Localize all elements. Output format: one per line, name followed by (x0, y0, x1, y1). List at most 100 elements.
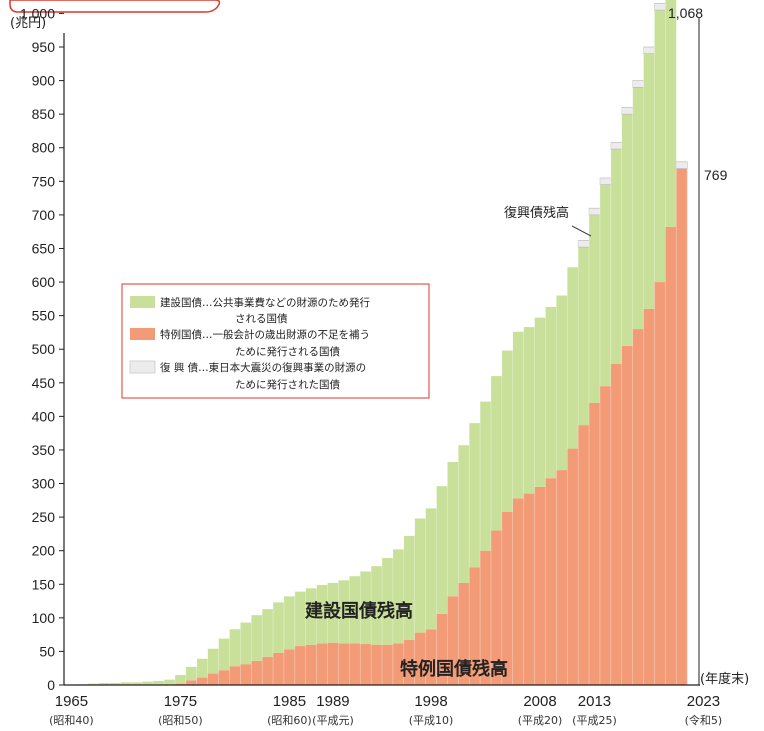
bar-tokurei (403, 640, 416, 685)
bar-kensetsu (599, 184, 612, 387)
x-era-label: (令和5) (685, 713, 723, 727)
bar-kensetsu (153, 680, 165, 685)
bar-kensetsu (349, 576, 361, 644)
y-tick-label: 100 (32, 610, 56, 626)
bar-kensetsu (120, 682, 132, 685)
fukko-annotation-leader (571, 225, 592, 237)
bar-tokurei (556, 470, 568, 685)
bar-kensetsu (262, 609, 274, 657)
y-tick-label: 0 (47, 677, 55, 693)
bar-tokurei (360, 644, 372, 685)
bar-kensetsu (632, 87, 644, 330)
bar-tokurei (425, 629, 437, 685)
bar-kensetsu (480, 401, 492, 551)
bar-tokurei (283, 649, 296, 685)
bar-kensetsu (316, 584, 328, 644)
bar-kensetsu (414, 518, 426, 633)
bar-kensetsu (512, 331, 525, 499)
bar-kensetsu (447, 462, 459, 597)
bar-kensetsu (578, 247, 590, 426)
tokurei-area-label: 特例国債残高 (400, 658, 508, 680)
bars-layer (76, 0, 688, 685)
fukko-annotation-label: 復興債残高 (504, 205, 569, 221)
legend-text-tokurei-2: ために発行される国債 (235, 345, 340, 358)
tokurei-end-label: 769 (704, 167, 728, 183)
bar-tokurei (534, 486, 546, 685)
y-tick-label: 300 (32, 476, 56, 492)
bar-fukko (643, 46, 656, 55)
bar-kensetsu (589, 214, 601, 403)
x-era-label: (平成25) (572, 714, 617, 727)
bar-kensetsu (523, 327, 535, 494)
legend-frame (121, 283, 430, 399)
bar-tokurei (414, 632, 426, 685)
x-year-label: 1998 (414, 693, 447, 710)
y-tick-label: 950 (32, 39, 56, 55)
bar-kensetsu (229, 629, 241, 667)
x-year-label: 1985 (273, 693, 306, 710)
legend-swatch-fukko (129, 360, 156, 374)
bar-tokurei (436, 613, 448, 685)
bar-tokurei (490, 530, 503, 685)
bar-kensetsu (654, 10, 666, 283)
bar-kensetsu (109, 682, 121, 685)
bar-kensetsu (665, 0, 677, 227)
bar-tokurei (218, 670, 230, 685)
bar-kensetsu (392, 549, 405, 644)
y-tick-label: 50 (39, 643, 55, 659)
bar-fukko (588, 207, 601, 216)
bar-fukko (632, 80, 645, 88)
y-tick-label: 350 (32, 442, 56, 458)
bar-fukko (621, 107, 634, 115)
bar-kensetsu (87, 683, 100, 685)
bar-tokurei (262, 656, 274, 685)
y-tick-label: 700 (32, 207, 56, 223)
bar-kensetsu (501, 350, 514, 512)
y-tick-label: 900 (32, 73, 56, 89)
legend-text-kensetsu-2: される国債 (235, 312, 288, 325)
bar-tokurei (382, 644, 394, 685)
y-tick-label: 500 (32, 341, 56, 357)
bar-tokurei (469, 567, 481, 685)
bar-fukko (675, 161, 688, 169)
x-year-label: 1989 (316, 693, 349, 710)
bar-fukko (577, 240, 590, 248)
bar-kensetsu (338, 580, 350, 644)
y-tick-label: 750 (32, 173, 56, 189)
bar-kensetsu (196, 658, 209, 678)
bar-tokurei (523, 493, 535, 685)
bar-tokurei (643, 308, 655, 685)
bar-tokurei (327, 642, 339, 685)
y-unit-label: (兆円) (10, 16, 46, 31)
bar-kensetsu (643, 53, 655, 309)
bar-kensetsu (327, 582, 339, 643)
bar-tokurei (447, 596, 459, 685)
bar-kensetsu (185, 666, 198, 681)
bar-kensetsu (403, 535, 416, 641)
bar-kensetsu (251, 615, 263, 661)
bar-tokurei (654, 282, 666, 685)
header-badge (9, 0, 221, 13)
x-era-label: (昭和50) (158, 714, 203, 727)
bar-tokurei (294, 646, 307, 685)
kensetsu-area-label: 建設国債残高 (305, 600, 413, 622)
x-year-label: 1965 (55, 693, 88, 710)
x-era-label: (平成20) (518, 714, 563, 727)
x-era-label: (平成元) (312, 714, 354, 727)
bar-tokurei (349, 643, 361, 685)
bar-tokurei (196, 677, 209, 685)
y-tick-label: 150 (32, 576, 56, 592)
bar-tokurei (545, 478, 557, 685)
bar-tokurei (480, 550, 492, 685)
x-year-label: 1975 (164, 693, 197, 710)
bar-tokurei (316, 643, 328, 685)
bar-kensetsu (98, 682, 110, 685)
bar-kensetsu (490, 376, 503, 531)
y-tick-label: 400 (32, 408, 56, 424)
y-tick-label: 450 (32, 375, 56, 391)
bar-kensetsu (131, 682, 143, 685)
bar-kensetsu (360, 571, 372, 645)
x-era-label: (平成10) (409, 714, 454, 727)
legend-text-kensetsu-1: 建設国債…公共事業費などの財源のため発行 (160, 296, 370, 309)
